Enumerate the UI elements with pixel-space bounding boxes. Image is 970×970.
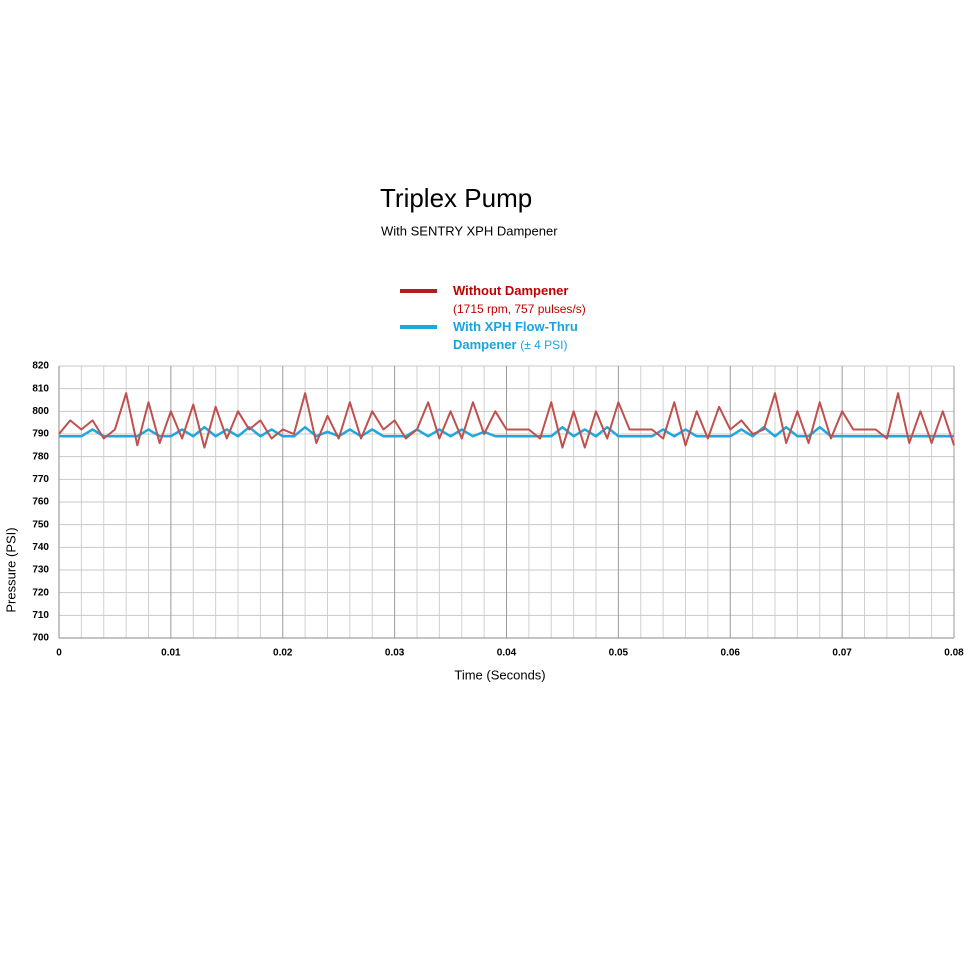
x-tick-label: 0.08 xyxy=(944,648,964,659)
legend-swatch xyxy=(400,289,437,293)
y-tick-label: 810 xyxy=(32,383,49,394)
legend-note: (1715 rpm, 757 pulses/s) xyxy=(453,302,586,316)
legend-note: (± 4 PSI) xyxy=(520,338,568,352)
y-tick-label: 740 xyxy=(32,542,49,553)
x-tick-label: 0.05 xyxy=(609,648,629,659)
legend-item: With XPH Flow-Thru Dampener (± 4 PSI) xyxy=(400,318,630,354)
y-tick-label: 730 xyxy=(32,565,49,576)
x-tick-label: 0.03 xyxy=(385,648,405,659)
x-tick-label: 0.06 xyxy=(721,648,741,659)
legend-swatch xyxy=(400,325,437,329)
legend-item: Without Dampener (1715 rpm, 757 pulses/s… xyxy=(400,282,630,318)
y-tick-label: 700 xyxy=(32,633,49,644)
legend: Without Dampener (1715 rpm, 757 pulses/s… xyxy=(400,282,630,354)
chart-title: Triplex Pump xyxy=(380,183,532,213)
x-tick-label: 0.07 xyxy=(832,648,852,659)
y-tick-label: 820 xyxy=(32,361,49,372)
y-tick-label: 720 xyxy=(32,587,49,598)
x-tick-label: 0 xyxy=(56,648,62,659)
y-tick-label: 780 xyxy=(32,451,49,462)
y-tick-label: 790 xyxy=(32,429,49,440)
x-tick-label: 0.02 xyxy=(273,648,293,659)
y-tick-label: 710 xyxy=(32,610,49,621)
legend-label: With XPH Flow-Thru Dampener xyxy=(453,319,578,352)
y-tick-label: 770 xyxy=(32,474,49,485)
legend-label: Without Dampener xyxy=(453,283,569,298)
y-tick-label: 800 xyxy=(32,406,49,417)
x-tick-label: 0.01 xyxy=(161,648,181,659)
y-tick-label: 750 xyxy=(32,519,49,530)
x-tick-label: 0.04 xyxy=(497,648,517,659)
y-tick-label: 760 xyxy=(32,497,49,508)
y-axis-label: Pressure (PSI) xyxy=(3,527,18,612)
chart-subtitle: With SENTRY XPH Dampener xyxy=(381,223,558,238)
x-axis-label: Time (Seconds) xyxy=(454,667,545,682)
series-line xyxy=(58,392,955,449)
